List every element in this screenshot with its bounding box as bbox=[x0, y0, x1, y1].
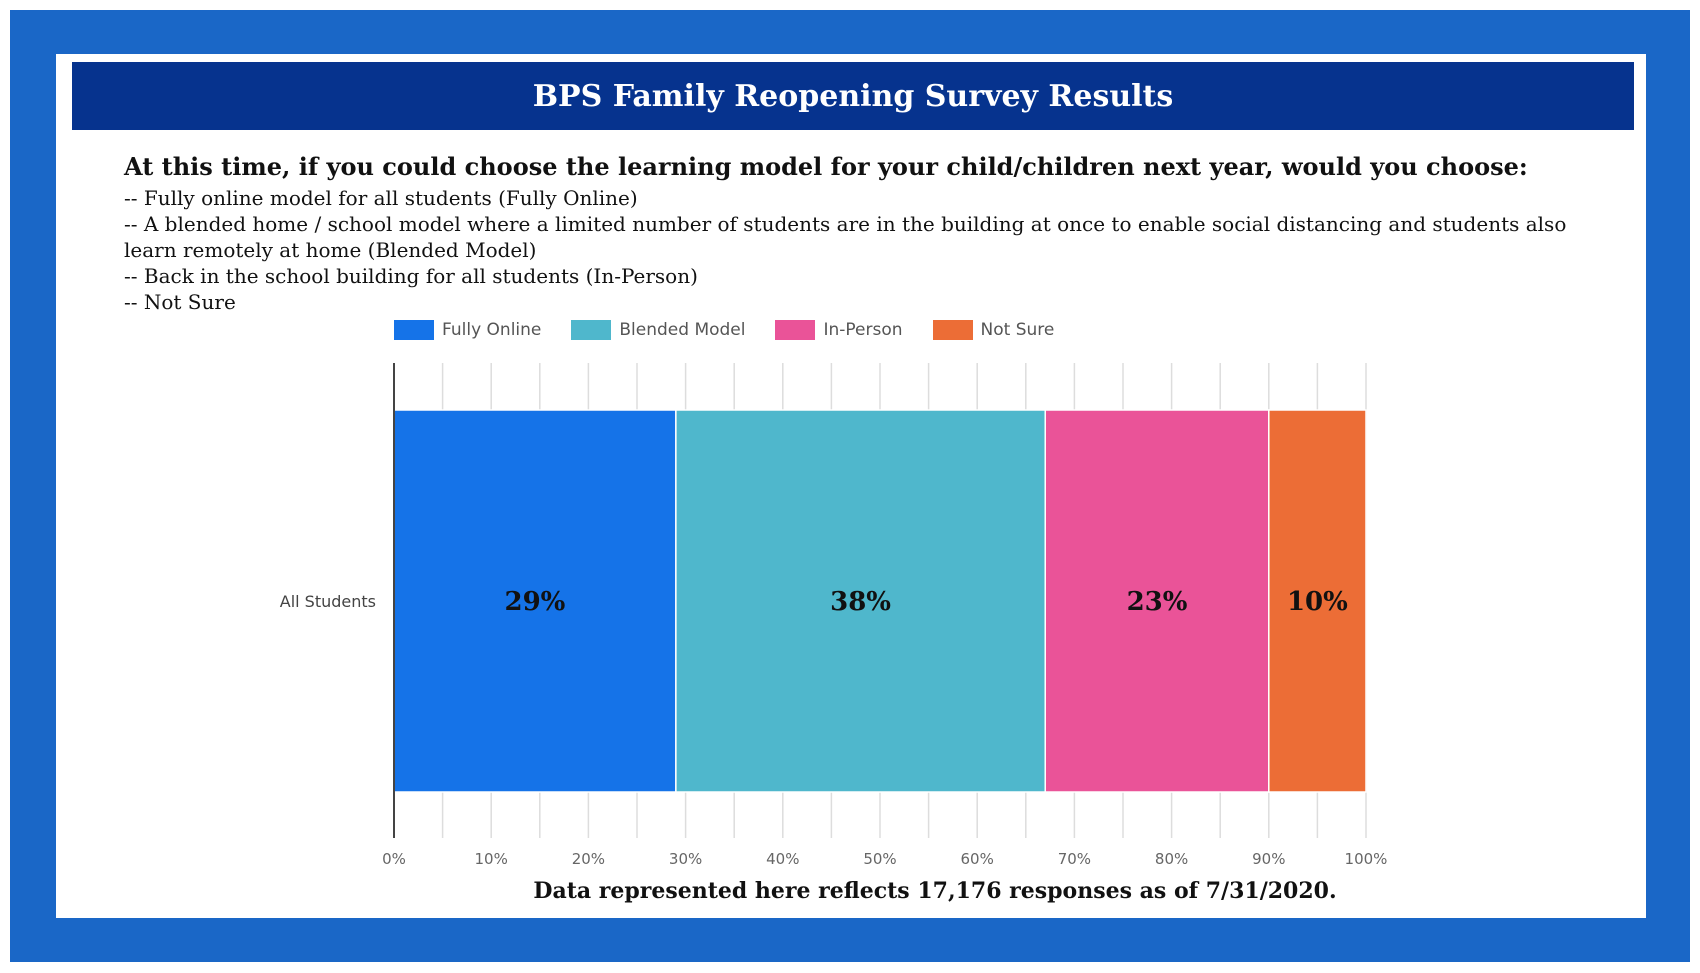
legend-swatch-fully-online bbox=[394, 320, 434, 340]
chart-legend: Fully Online Blended Model In-Person Not… bbox=[394, 318, 1084, 342]
option-blended-model: -- A blended home / school model where a… bbox=[124, 212, 1567, 262]
x-tick-label: 60% bbox=[961, 850, 994, 868]
legend-item-not-sure: Not Sure bbox=[932, 320, 1055, 340]
option-fully-online: -- Fully online model for all students (… bbox=[124, 186, 638, 210]
chart-labels: 29% 38% 23% 10% All Students 0% 10% 20% 30% 40% 50… bbox=[280, 587, 1388, 868]
footer-note: Data represented here reflects 17,176 re… bbox=[533, 878, 1337, 904]
chart-bars bbox=[393, 409, 1367, 793]
x-tick-label: 0% bbox=[382, 850, 406, 868]
legend-item-blended-model: Blended Model bbox=[571, 320, 745, 340]
legend-label-fully-online: Fully Online bbox=[442, 320, 542, 340]
data-label-in-person: 23% bbox=[1127, 587, 1188, 617]
x-tick-label: 50% bbox=[863, 850, 896, 868]
legend-label-not-sure: Not Sure bbox=[980, 320, 1055, 340]
legend-label-blended-model: Blended Model bbox=[619, 320, 746, 340]
bar-segment-in-person bbox=[1044, 409, 1270, 793]
x-tick-label: 40% bbox=[766, 850, 799, 868]
bar-segment-fully-online bbox=[393, 409, 677, 793]
legend-item-in-person: In-Person bbox=[775, 320, 903, 340]
legend-swatch-not-sure bbox=[932, 320, 973, 340]
x-tick-label: 100% bbox=[1345, 850, 1388, 868]
page-title: BPS Family Reopening Survey Results bbox=[532, 78, 1174, 114]
bar-segment-blended-model bbox=[675, 409, 1046, 793]
option-in-person: -- Back in the school building for all s… bbox=[124, 264, 698, 288]
legend-item-fully-online: Fully Online bbox=[394, 320, 541, 340]
data-label-not-sure: 10% bbox=[1287, 587, 1348, 617]
bar-segment-not-sure bbox=[1268, 409, 1367, 793]
legend-swatch-blended-model bbox=[571, 320, 612, 340]
title-banner: BPS Family Reopening Survey Results bbox=[72, 62, 1634, 130]
x-tick-label: 90% bbox=[1252, 850, 1285, 868]
data-label-fully-online: 29% bbox=[504, 587, 565, 617]
option-not-sure: -- Not Sure bbox=[124, 290, 236, 314]
x-tick-label: 20% bbox=[572, 850, 605, 868]
legend-swatch-in-person bbox=[775, 320, 816, 340]
x-tick-label: 10% bbox=[475, 850, 508, 868]
legend-label-in-person: In-Person bbox=[823, 320, 903, 340]
question-block: At this time, if you could choose the le… bbox=[124, 152, 1584, 315]
x-tick-label: 70% bbox=[1058, 850, 1091, 868]
category-label: All Students bbox=[280, 592, 376, 611]
survey-question: At this time, if you could choose the le… bbox=[124, 152, 1528, 181]
x-tick-label: 80% bbox=[1155, 850, 1188, 868]
x-tick-label: 30% bbox=[669, 850, 702, 868]
data-label-blended-model: 38% bbox=[830, 587, 891, 617]
